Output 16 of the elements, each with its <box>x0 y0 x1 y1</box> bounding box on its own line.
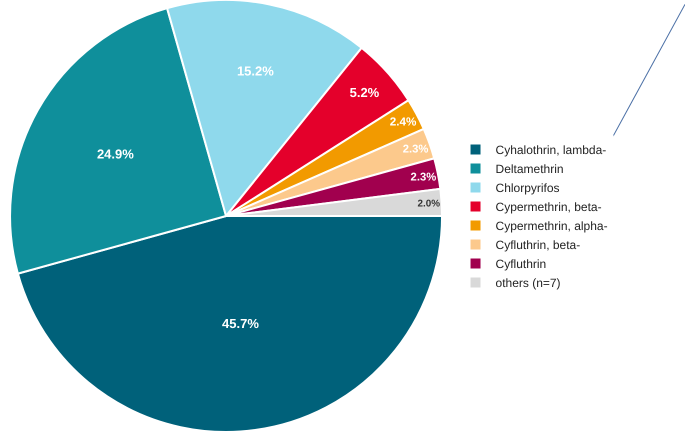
legend-label: Cyfluthrin <box>496 257 546 272</box>
legend-label: Chlorpyrifos <box>496 181 560 196</box>
legend-label: Cypermethrin, beta- <box>496 200 602 214</box>
data-label: 24.9% <box>96 146 134 162</box>
data-label: 2.0% <box>417 198 440 210</box>
legend-label: Cyfluthrin, beta- <box>496 238 580 252</box>
data-label: 45.7% <box>222 316 260 332</box>
legend-label: others (n=7) <box>496 276 561 290</box>
legend-label: Deltamethrin <box>496 162 564 176</box>
data-label: 2.4% <box>390 116 418 128</box>
data-label: 2.3% <box>402 143 428 156</box>
data-label: 5.2% <box>350 84 380 100</box>
data-label: 15.2% <box>236 63 274 78</box>
legend-label: Cyhalothrin, lambda- <box>496 143 606 158</box>
legend-label: Cypermethrin, alpha- <box>496 219 608 234</box>
data-label: 2.3% <box>410 171 436 184</box>
